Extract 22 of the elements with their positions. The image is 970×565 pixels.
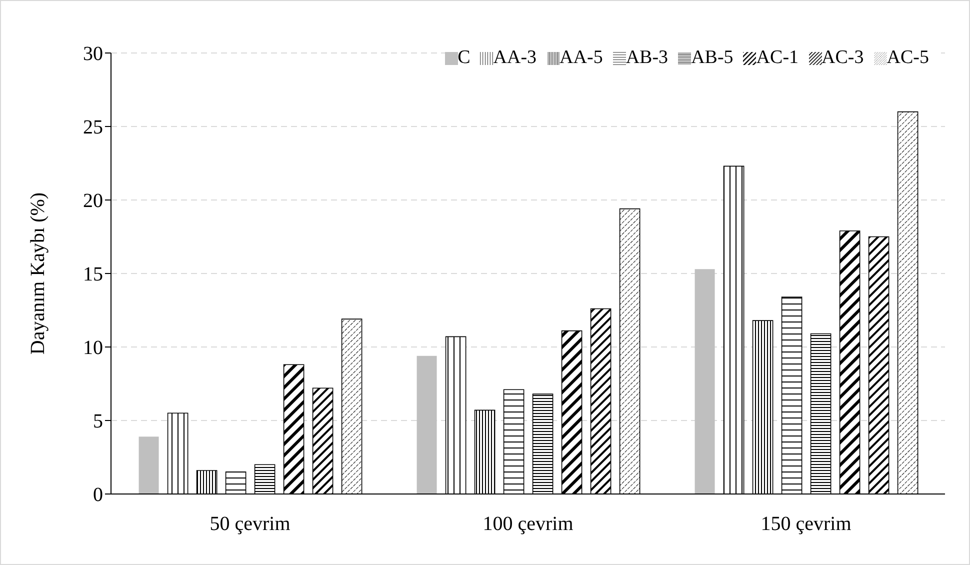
y-tick-label: 10 — [83, 337, 103, 360]
legend-label: AA-3 — [493, 47, 537, 68]
y-tick-label: 5 — [93, 410, 103, 433]
bar — [694, 269, 715, 494]
legend-label: C — [458, 47, 470, 68]
x-tick-label: 100 çevrim — [482, 513, 574, 536]
legend-label: AC-5 — [886, 47, 929, 68]
legend-label: AA-5 — [560, 47, 603, 68]
y-tick-label: 15 — [83, 264, 103, 286]
y-axis-title: Dayanım Kaybı (%) — [27, 192, 50, 355]
legend-label: AC-3 — [822, 47, 864, 68]
legend-label: AB-3 — [626, 47, 668, 68]
bar — [416, 356, 437, 494]
legend-label: AC-1 — [756, 47, 799, 68]
y-tick-label: 30 — [83, 43, 103, 66]
y-tick-label: 0 — [93, 484, 103, 506]
legend-label: AB-5 — [691, 47, 734, 68]
y-tick-label: 25 — [83, 116, 103, 139]
bar — [138, 436, 159, 494]
x-tick-label: 50 çevrim — [210, 513, 291, 536]
y-tick-label: 20 — [83, 190, 103, 212]
x-tick-label: 150 çevrim — [760, 513, 852, 536]
